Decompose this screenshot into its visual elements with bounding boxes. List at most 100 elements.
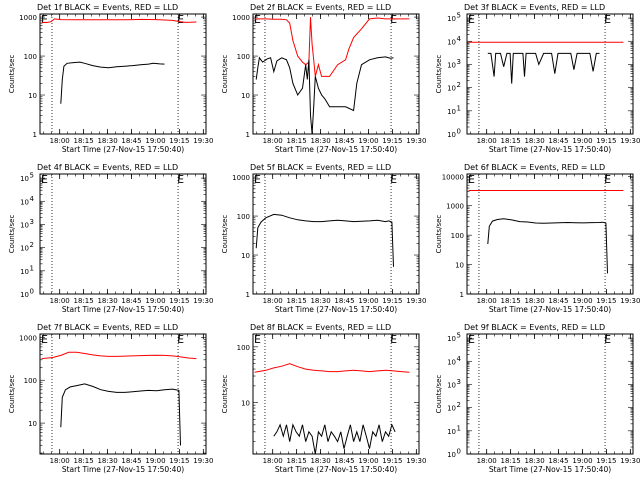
x-tick-label: 18:00 bbox=[263, 297, 283, 305]
x-tick-label: 19:00 bbox=[572, 297, 592, 305]
event-marker-label: E bbox=[468, 13, 475, 26]
y-tick-label: 10 bbox=[447, 61, 456, 69]
y-tick-label: 10 bbox=[20, 291, 29, 299]
y-tick-label: 10 bbox=[447, 108, 456, 116]
y-tick-label: 100 bbox=[24, 53, 37, 61]
x-tick-label: 18:00 bbox=[50, 457, 70, 465]
y-axis-label: Counts/sec bbox=[8, 215, 16, 254]
x-tick-label: 18:45 bbox=[334, 297, 354, 305]
event-marker-label: E bbox=[177, 13, 184, 26]
event-marker-label: E bbox=[41, 333, 48, 346]
x-tick-label: 19:00 bbox=[145, 457, 165, 465]
y-tick-exponent: 4 bbox=[457, 355, 462, 363]
events-series-line bbox=[60, 383, 181, 446]
y-tick-exponent: 2 bbox=[457, 81, 461, 89]
x-tick-label: 19:30 bbox=[406, 297, 426, 305]
x-tick-label: 19:30 bbox=[406, 137, 426, 145]
x-tick-label: 19:15 bbox=[169, 137, 189, 145]
x-tick-label: 18:30 bbox=[97, 137, 117, 145]
y-axis-label: Counts/sec bbox=[8, 375, 16, 414]
x-tick-label: 18:30 bbox=[524, 297, 544, 305]
x-tick-label: 19:00 bbox=[358, 137, 378, 145]
panel-title: Det 7f BLACK = Events, RED = LLD bbox=[37, 323, 178, 332]
x-tick-label: 19:30 bbox=[620, 457, 640, 465]
y-tick-label: 10 bbox=[28, 92, 37, 100]
x-tick-label: 19:00 bbox=[358, 457, 378, 465]
x-axis-label: Start Time (27-Nov-15 17:50:40) bbox=[489, 305, 611, 314]
y-tick-exponent: 5 bbox=[457, 332, 461, 340]
x-tick-label: 19:15 bbox=[596, 137, 616, 145]
panel-det-4f: Det 4f BLACK = Events, RED = LLD 18:00 18:… bbox=[8, 163, 213, 314]
panel-title: Det 4f BLACK = Events, RED = LLD bbox=[37, 163, 178, 172]
plot-frame bbox=[39, 333, 207, 455]
x-tick-label: 18:15 bbox=[287, 297, 307, 305]
x-tick-label: 18:15 bbox=[74, 137, 94, 145]
x-tick-label: 18:30 bbox=[524, 137, 544, 145]
y-axis-label: Counts/sec bbox=[435, 215, 443, 254]
y-tick-exponent: 1 bbox=[457, 424, 461, 432]
y-tick-label: 10 bbox=[241, 92, 250, 100]
plot-frame bbox=[252, 333, 420, 455]
y-tick-exponent: 0 bbox=[457, 448, 461, 456]
x-tick-label: 19:30 bbox=[193, 137, 213, 145]
x-tick-label: 19:15 bbox=[382, 457, 402, 465]
y-tick-label: 1 bbox=[33, 131, 37, 139]
x-tick-label: 18:45 bbox=[548, 297, 568, 305]
x-tick-label: 19:30 bbox=[406, 457, 426, 465]
x-axis-label: Start Time (27-Nov-15 17:50:40) bbox=[275, 465, 397, 474]
event-marker-label: E bbox=[41, 13, 48, 26]
x-tick-label: 19:30 bbox=[193, 297, 213, 305]
y-axis-label: Counts/sec bbox=[435, 375, 443, 414]
x-tick-label: 18:45 bbox=[121, 137, 141, 145]
y-tick-label: 10 bbox=[447, 335, 456, 343]
x-tick-label: 18:30 bbox=[97, 297, 117, 305]
y-axis-label: Counts/sec bbox=[221, 215, 229, 254]
plot-frame bbox=[466, 173, 634, 295]
event-marker-label: E bbox=[177, 173, 184, 186]
y-axis-label: Counts/sec bbox=[221, 375, 229, 414]
x-tick-label: 19:15 bbox=[169, 297, 189, 305]
x-tick-label: 19:15 bbox=[596, 297, 616, 305]
x-tick-label: 18:30 bbox=[310, 297, 330, 305]
event-marker-label: E bbox=[254, 333, 261, 346]
event-marker-label: E bbox=[604, 333, 611, 346]
y-tick-label: 1 bbox=[460, 291, 464, 299]
y-tick-label: 100 bbox=[24, 377, 37, 385]
event-marker-label: E bbox=[254, 13, 261, 26]
y-axis-label: Counts/sec bbox=[8, 55, 16, 94]
panel-det-1f: Det 1f BLACK = Events, RED = LLD 18:00 18:… bbox=[8, 3, 213, 154]
y-tick-label: 10 bbox=[28, 420, 37, 428]
y-tick-exponent: 4 bbox=[457, 35, 462, 43]
y-tick-label: 1000 bbox=[232, 14, 250, 22]
y-tick-exponent: 3 bbox=[457, 58, 461, 66]
x-axis-label: Start Time (27-Nov-15 17:50:40) bbox=[275, 305, 397, 314]
y-tick-label: 1 bbox=[246, 131, 250, 139]
y-tick-label: 10 bbox=[20, 245, 29, 253]
x-tick-label: 18:00 bbox=[477, 137, 497, 145]
panel-title: Det 8f BLACK = Events, RED = LLD bbox=[250, 323, 391, 332]
x-tick-label: 18:45 bbox=[548, 137, 568, 145]
y-tick-exponent: 0 bbox=[457, 128, 461, 136]
x-tick-label: 18:15 bbox=[74, 457, 94, 465]
x-tick-label: 18:00 bbox=[50, 137, 70, 145]
panel-det-6f: Det 6f BLACK = Events, RED = LLD 18:00 18:… bbox=[435, 163, 640, 314]
event-marker-label: E bbox=[254, 173, 261, 186]
x-tick-label: 18:00 bbox=[263, 137, 283, 145]
y-tick-label: 1000 bbox=[19, 14, 37, 22]
x-tick-label: 19:00 bbox=[145, 137, 165, 145]
y-tick-label: 10 bbox=[20, 175, 29, 183]
x-tick-label: 18:45 bbox=[334, 137, 354, 145]
events-series-line bbox=[487, 52, 600, 84]
panel-det-7f: Det 7f BLACK = Events, RED = LLD 18:00 18:… bbox=[8, 323, 213, 474]
events-series-line bbox=[273, 423, 396, 455]
events-series-line bbox=[255, 56, 394, 135]
y-tick-label: 10 bbox=[447, 381, 456, 389]
events-series-line bbox=[255, 213, 394, 267]
y-tick-label: 10 bbox=[20, 221, 29, 229]
y-tick-label: 10 bbox=[447, 358, 456, 366]
panel-title: Det 5f BLACK = Events, RED = LLD bbox=[250, 163, 391, 172]
x-tick-label: 18:00 bbox=[477, 297, 497, 305]
y-tick-exponent: 2 bbox=[30, 241, 34, 249]
x-tick-label: 18:15 bbox=[501, 297, 521, 305]
x-tick-label: 18:15 bbox=[74, 297, 94, 305]
